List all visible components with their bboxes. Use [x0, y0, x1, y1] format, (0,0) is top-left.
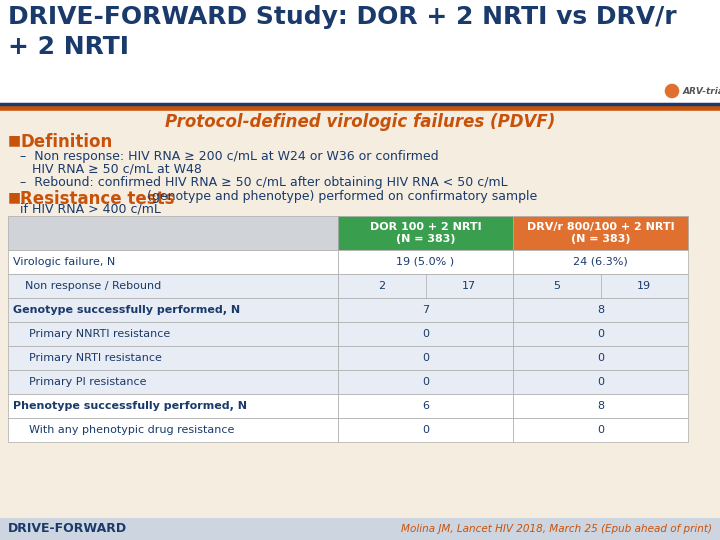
Text: + 2 NRTI: + 2 NRTI	[8, 35, 129, 59]
Text: Primary PI resistance: Primary PI resistance	[29, 377, 146, 387]
Bar	[8, 346, 338, 370]
Text: 0: 0	[422, 329, 429, 339]
Text: 24 (6.3%): 24 (6.3%)	[573, 257, 628, 267]
Text: HIV RNA ≥ 50 c/mL at W48: HIV RNA ≥ 50 c/mL at W48	[32, 163, 202, 176]
Text: 19: 19	[637, 281, 652, 291]
Text: 0: 0	[422, 425, 429, 435]
Bar	[513, 250, 688, 274]
Text: Genotype successfully performed, N: Genotype successfully performed, N	[13, 305, 240, 315]
Text: 7: 7	[422, 305, 429, 315]
Text: if HIV RNA > 400 c/mL: if HIV RNA > 400 c/mL	[20, 203, 161, 216]
Bar	[338, 274, 513, 298]
Bar	[513, 216, 688, 250]
Text: Primary NNRTI resistance: Primary NNRTI resistance	[29, 329, 170, 339]
Bar	[338, 346, 513, 370]
Bar	[8, 322, 338, 346]
Bar	[8, 274, 338, 298]
Bar	[0, 0, 720, 110]
Text: 19 (5.0% ): 19 (5.0% )	[397, 257, 454, 267]
Text: With any phenotypic drug resistance: With any phenotypic drug resistance	[29, 425, 235, 435]
Text: 17: 17	[462, 281, 477, 291]
Text: Molina JM, Lancet HIV 2018, March 25 (Epub ahead of print): Molina JM, Lancet HIV 2018, March 25 (Ep…	[401, 524, 712, 534]
Text: 6: 6	[422, 401, 429, 411]
Text: Non response / Rebound: Non response / Rebound	[25, 281, 161, 291]
Bar	[338, 298, 513, 322]
Text: 2: 2	[378, 281, 385, 291]
Text: 0: 0	[597, 425, 604, 435]
Text: DRIVE-FORWARD: DRIVE-FORWARD	[8, 523, 127, 536]
Bar	[513, 274, 688, 298]
Bar	[0, 518, 720, 540]
Text: 8: 8	[597, 401, 604, 411]
Text: Virologic failure, N: Virologic failure, N	[13, 257, 115, 267]
Bar	[8, 216, 338, 250]
Text: 5: 5	[553, 281, 560, 291]
Bar	[8, 418, 338, 442]
Bar	[513, 322, 688, 346]
Bar	[338, 418, 513, 442]
Bar	[338, 370, 513, 394]
Text: 0: 0	[422, 377, 429, 387]
Text: 0: 0	[597, 329, 604, 339]
Text: DRIVE-FORWARD Study: DOR + 2 NRTI vs DRV/r: DRIVE-FORWARD Study: DOR + 2 NRTI vs DRV…	[8, 5, 677, 29]
Text: 8: 8	[597, 305, 604, 315]
Text: Phenotype successfully performed, N: Phenotype successfully performed, N	[13, 401, 247, 411]
Text: 0: 0	[597, 377, 604, 387]
Bar	[513, 346, 688, 370]
Text: –  Rebound: confirmed HIV RNA ≥ 50 c/mL after obtaining HIV RNA < 50 c/mL: – Rebound: confirmed HIV RNA ≥ 50 c/mL a…	[20, 176, 508, 189]
Text: 0: 0	[597, 353, 604, 363]
Bar	[338, 322, 513, 346]
Bar	[513, 370, 688, 394]
Bar	[513, 418, 688, 442]
Text: Primary NRTI resistance: Primary NRTI resistance	[29, 353, 162, 363]
Bar	[513, 394, 688, 418]
Bar	[8, 370, 338, 394]
Bar	[338, 250, 513, 274]
Text: DRV/r 800/100 + 2 NRTI
(N = 383): DRV/r 800/100 + 2 NRTI (N = 383)	[527, 222, 675, 244]
Text: Definition: Definition	[20, 133, 112, 151]
Text: DOR 100 + 2 NRTI
(N = 383): DOR 100 + 2 NRTI (N = 383)	[369, 222, 481, 244]
Text: –  Non response: HIV RNA ≥ 200 c/mL at W24 or W36 or confirmed: – Non response: HIV RNA ≥ 200 c/mL at W2…	[20, 150, 438, 163]
Bar	[513, 298, 688, 322]
Text: (genotype and phenotype) performed on confirmatory sample: (genotype and phenotype) performed on co…	[143, 190, 537, 203]
Text: 0: 0	[422, 353, 429, 363]
Text: ■: ■	[8, 133, 21, 147]
Bar	[338, 394, 513, 418]
Text: Protocol-defined virologic failures (PDVF): Protocol-defined virologic failures (PDV…	[165, 113, 555, 131]
Bar	[8, 250, 338, 274]
Bar	[8, 298, 338, 322]
Circle shape	[664, 83, 680, 99]
Bar	[8, 394, 338, 418]
Text: ■: ■	[8, 190, 21, 204]
Text: ARV-trials.com: ARV-trials.com	[683, 86, 720, 96]
Bar	[338, 216, 513, 250]
Text: Resistance tests: Resistance tests	[20, 190, 174, 208]
